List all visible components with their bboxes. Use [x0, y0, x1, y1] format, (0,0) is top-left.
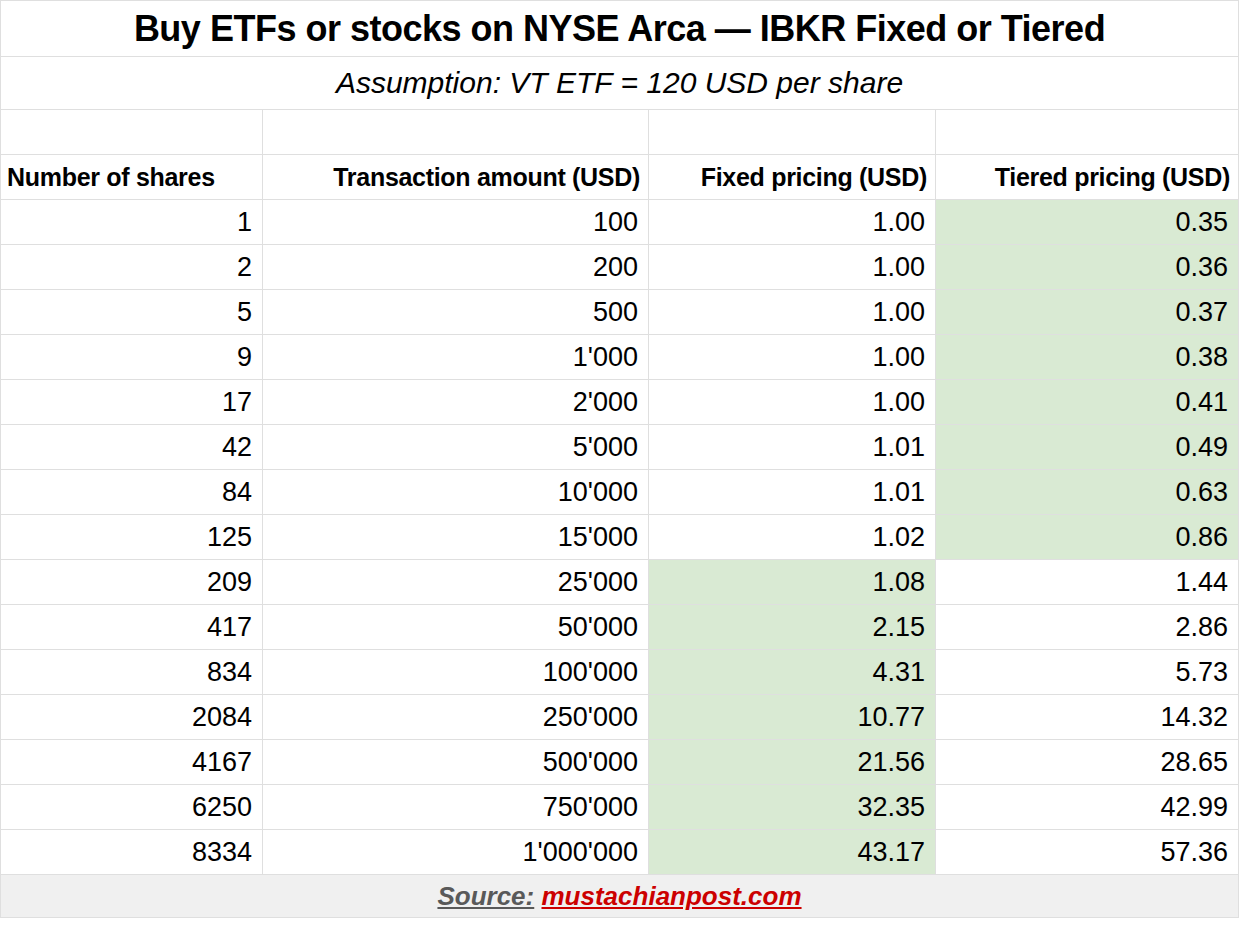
subtitle-row: Assumption: VT ETF = 120 USD per share	[1, 57, 1239, 110]
fixed-price-cell: 1.00	[649, 245, 936, 290]
tiered-price-cell: 0.63	[936, 470, 1239, 515]
table-row: 91'0001.000.38	[1, 335, 1239, 380]
fixed-price-cell: 10.77	[649, 695, 936, 740]
shares-cell: 42	[1, 425, 263, 470]
fixed-price-cell: 1.00	[649, 200, 936, 245]
amount-cell: 10'000	[263, 470, 649, 515]
fixed-price-cell: 2.15	[649, 605, 936, 650]
amount-cell: 50'000	[263, 605, 649, 650]
amount-cell: 100	[263, 200, 649, 245]
table-row: 22001.000.36	[1, 245, 1239, 290]
title-row: Buy ETFs or stocks on NYSE Arca — IBKR F…	[1, 1, 1239, 57]
table-row: 20925'0001.081.44	[1, 560, 1239, 605]
amount-cell: 750'000	[263, 785, 649, 830]
table-row: 8410'0001.010.63	[1, 470, 1239, 515]
tiered-price-cell: 0.35	[936, 200, 1239, 245]
page-title: Buy ETFs or stocks on NYSE Arca — IBKR F…	[1, 1, 1239, 57]
shares-cell: 125	[1, 515, 263, 560]
column-header-tiered-pricing: Tiered pricing (USD)	[936, 155, 1239, 200]
tiered-price-cell: 42.99	[936, 785, 1239, 830]
tiered-price-cell: 28.65	[936, 740, 1239, 785]
header-row: Number of shares Transaction amount (USD…	[1, 155, 1239, 200]
fixed-price-cell: 43.17	[649, 830, 936, 875]
amount-cell: 500	[263, 290, 649, 335]
table-row: 6250750'00032.3542.99	[1, 785, 1239, 830]
amount-cell: 1'000	[263, 335, 649, 380]
amount-cell: 100'000	[263, 650, 649, 695]
fixed-price-cell: 1.00	[649, 335, 936, 380]
table-body: 11001.000.3522001.000.3655001.000.3791'0…	[1, 200, 1239, 875]
tiered-price-cell: 0.36	[936, 245, 1239, 290]
shares-cell: 84	[1, 470, 263, 515]
tiered-price-cell: 1.44	[936, 560, 1239, 605]
amount-cell: 500'000	[263, 740, 649, 785]
table-row: 2084250'00010.7714.32	[1, 695, 1239, 740]
table-row: 4167500'00021.5628.65	[1, 740, 1239, 785]
fixed-price-cell: 1.00	[649, 290, 936, 335]
tiered-price-cell: 5.73	[936, 650, 1239, 695]
column-header-fixed-pricing: Fixed pricing (USD)	[649, 155, 936, 200]
tiered-price-cell: 0.38	[936, 335, 1239, 380]
shares-cell: 4167	[1, 740, 263, 785]
column-header-shares: Number of shares	[1, 155, 263, 200]
amount-cell: 250'000	[263, 695, 649, 740]
spreadsheet: Buy ETFs or stocks on NYSE Arca — IBKR F…	[0, 0, 1240, 940]
shares-cell: 9	[1, 335, 263, 380]
shares-cell: 417	[1, 605, 263, 650]
spacer-cell	[649, 110, 936, 155]
assumption-subtitle: Assumption: VT ETF = 120 USD per share	[1, 57, 1239, 110]
footer-row: Source: mustachianpost.com	[1, 875, 1239, 918]
column-header-transaction-amount: Transaction amount (USD)	[263, 155, 649, 200]
source-link[interactable]: mustachianpost.com	[541, 881, 801, 911]
table-row: 83341'000'00043.1757.36	[1, 830, 1239, 875]
spacer-cell	[936, 110, 1239, 155]
source-label: Source:	[437, 881, 534, 911]
fixed-price-cell: 1.02	[649, 515, 936, 560]
pricing-table: Buy ETFs or stocks on NYSE Arca — IBKR F…	[0, 0, 1239, 918]
amount-cell: 1'000'000	[263, 830, 649, 875]
tiered-price-cell: 0.49	[936, 425, 1239, 470]
table-row: 11001.000.35	[1, 200, 1239, 245]
table-row: 425'0001.010.49	[1, 425, 1239, 470]
tiered-price-cell: 57.36	[936, 830, 1239, 875]
table-row: 12515'0001.020.86	[1, 515, 1239, 560]
fixed-price-cell: 4.31	[649, 650, 936, 695]
fixed-price-cell: 1.01	[649, 470, 936, 515]
fixed-price-cell: 32.35	[649, 785, 936, 830]
shares-cell: 6250	[1, 785, 263, 830]
tiered-price-cell: 14.32	[936, 695, 1239, 740]
shares-cell: 5	[1, 290, 263, 335]
amount-cell: 15'000	[263, 515, 649, 560]
spacer-cell	[263, 110, 649, 155]
table-row: 172'0001.000.41	[1, 380, 1239, 425]
shares-cell: 2	[1, 245, 263, 290]
source-footer: Source: mustachianpost.com	[1, 875, 1239, 918]
tiered-price-cell: 0.86	[936, 515, 1239, 560]
shares-cell: 1	[1, 200, 263, 245]
spacer-cell	[1, 110, 263, 155]
tiered-price-cell: 2.86	[936, 605, 1239, 650]
amount-cell: 200	[263, 245, 649, 290]
fixed-price-cell: 21.56	[649, 740, 936, 785]
tiered-price-cell: 0.41	[936, 380, 1239, 425]
spacer-row	[1, 110, 1239, 155]
amount-cell: 5'000	[263, 425, 649, 470]
shares-cell: 8334	[1, 830, 263, 875]
shares-cell: 209	[1, 560, 263, 605]
shares-cell: 2084	[1, 695, 263, 740]
fixed-price-cell: 1.01	[649, 425, 936, 470]
tiered-price-cell: 0.37	[936, 290, 1239, 335]
fixed-price-cell: 1.00	[649, 380, 936, 425]
amount-cell: 25'000	[263, 560, 649, 605]
shares-cell: 17	[1, 380, 263, 425]
table-row: 55001.000.37	[1, 290, 1239, 335]
table-row: 41750'0002.152.86	[1, 605, 1239, 650]
shares-cell: 834	[1, 650, 263, 695]
fixed-price-cell: 1.08	[649, 560, 936, 605]
amount-cell: 2'000	[263, 380, 649, 425]
table-row: 834100'0004.315.73	[1, 650, 1239, 695]
